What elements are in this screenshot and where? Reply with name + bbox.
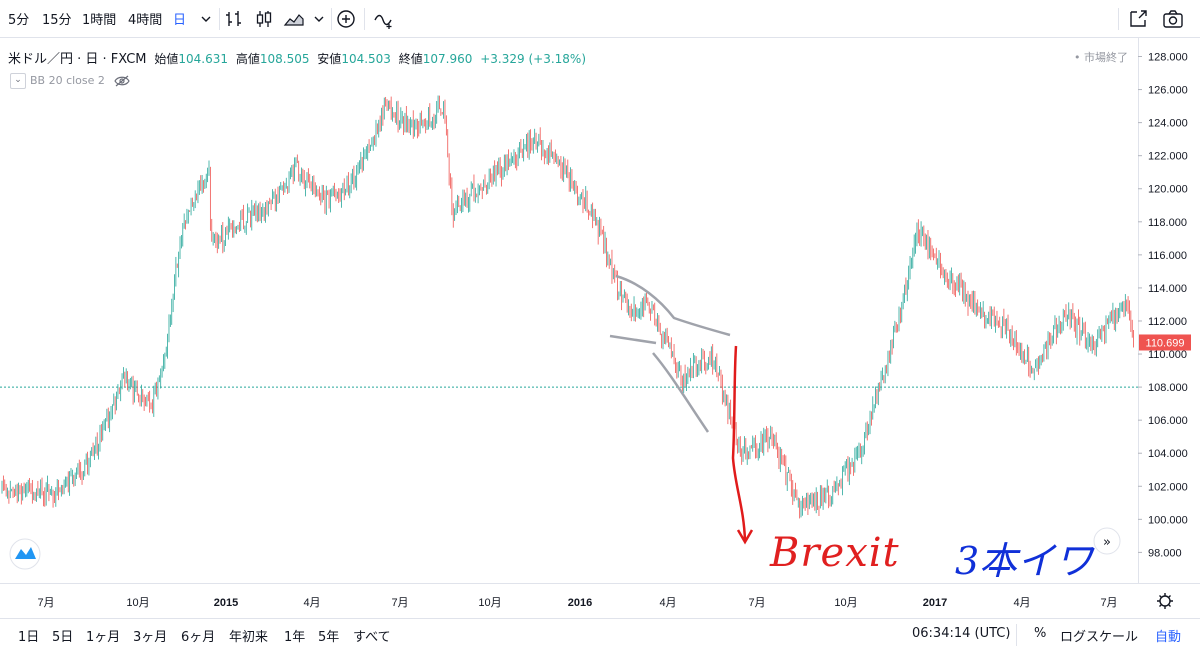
price-tick-label: 122.000: [1148, 151, 1188, 163]
price-tick-label: 110.000: [1148, 349, 1187, 361]
interval-15m[interactable]: 15分: [42, 13, 72, 28]
range-5d[interactable]: 5日: [52, 630, 74, 645]
toolbar-divider: [1118, 8, 1119, 30]
price-tick-label: 100.000: [1148, 514, 1188, 526]
svg-text:»: »: [1103, 535, 1111, 550]
market-status: • 市場終了: [1074, 51, 1128, 64]
change-value: +3.329 (+3.18%): [480, 52, 586, 66]
time-tick-label: 10月: [478, 597, 501, 609]
candles-chart-type-icon[interactable]: [252, 7, 276, 31]
toolbar-divider: [219, 8, 220, 30]
time-tick-label: 10月: [834, 597, 857, 609]
three-bars-annotation: 3本イワ: [955, 539, 1094, 583]
price-tick-label: 108.000: [1148, 382, 1188, 394]
time-tick-label: 4月: [303, 597, 320, 609]
bottom-toolbar: 1日 5日 1ヶ月 3ヶ月 6ヶ月 年初来 1年 5年 すべて 06:34:14…: [0, 618, 1200, 650]
chevron-down-icon[interactable]: [307, 7, 331, 31]
range-ytd[interactable]: 年初来: [229, 630, 269, 645]
high-label: 高値: [235, 52, 260, 66]
collapse-chevron-icon[interactable]: ⌄: [10, 73, 26, 89]
price-tick-label: 98.000: [1148, 547, 1182, 559]
price-tick-label: 104.000: [1148, 448, 1188, 460]
price-tick-label: 126.000: [1148, 85, 1188, 97]
price-tick-label: 114.000: [1148, 283, 1187, 295]
current-price-label: 110.699: [1146, 337, 1185, 349]
brexit-arrow: [731, 345, 754, 545]
range-3m[interactable]: 3ヶ月: [133, 630, 168, 645]
current-price-tag: 110.699: [1139, 334, 1191, 351]
time-tick-label: 2016: [568, 597, 592, 609]
camera-icon[interactable]: [1161, 7, 1185, 31]
auto-scale-toggle[interactable]: 自動: [1155, 630, 1182, 645]
top-toolbar: 5分 15分 1時間 4時間 日: [0, 0, 1200, 38]
price-tick-label: 102.000: [1148, 481, 1188, 493]
interval-daily[interactable]: 日: [173, 13, 187, 28]
range-1m[interactable]: 1ヶ月: [86, 630, 121, 645]
upper-wedge-line: [615, 274, 731, 337]
compare-icon[interactable]: [372, 7, 396, 31]
time-axis[interactable]: 7月 10月 2015 4月 7月 10月 2016 4月 7月 10月 2017 4月 7月: [0, 583, 1200, 610]
time-tick-label: 4月: [659, 597, 676, 609]
time-tick-label: 2017: [923, 597, 947, 609]
percent-toggle[interactable]: %: [1034, 626, 1047, 641]
symbol-title[interactable]: 米ドル／円 · 日 · FXCM: [8, 52, 147, 67]
price-axis[interactable]: 98.000 100.000 102.000 104.000 106.000 108.00…: [1138, 38, 1188, 583]
scroll-to-latest-button[interactable]: »: [1093, 527, 1121, 555]
candles: [1, 95, 1134, 519]
price-tick-label: 128.000: [1148, 52, 1188, 64]
high-value: 108.505: [259, 52, 310, 66]
range-1y[interactable]: 1年: [284, 630, 306, 645]
fullscreen-icon[interactable]: [1126, 7, 1150, 31]
time-tick-label: 7月: [748, 597, 765, 609]
lower-wedge-line: [609, 334, 657, 345]
chevron-down-icon[interactable]: [194, 7, 218, 31]
time-tick-label: 10月: [126, 597, 149, 609]
range-1d[interactable]: 1日: [18, 630, 40, 645]
price-tick-label: 106.000: [1148, 415, 1188, 427]
log-scale-toggle[interactable]: ログスケール: [1060, 630, 1139, 645]
tradingview-logo[interactable]: [9, 538, 41, 570]
close-label: 終値: [398, 52, 423, 66]
time-tick-label: 4月: [1013, 597, 1030, 609]
price-tick-label: 118.000: [1148, 217, 1187, 229]
indicator-label: BB 20 close 2: [30, 74, 105, 87]
low-label: 安値: [317, 52, 342, 66]
open-value: 104.631: [178, 52, 228, 66]
close-value: 107.960: [422, 52, 473, 66]
range-5y[interactable]: 5年: [318, 630, 340, 645]
settings-gear-icon[interactable]: [1157, 593, 1173, 609]
toolbar-divider: [1016, 624, 1017, 646]
trendline-drawings: [609, 274, 754, 545]
time-tick-label: 7月: [391, 597, 408, 609]
symbol-legend: 米ドル／円 · 日 · FXCM 始値104.631 高値108.505 安値1…: [8, 48, 586, 67]
time-tick-label: 7月: [1100, 597, 1117, 609]
clock[interactable]: 06:34:14 (UTC): [912, 626, 1011, 641]
toolbar-divider: [364, 8, 365, 30]
interval-1h[interactable]: 1時間: [82, 13, 117, 28]
indicator-legend[interactable]: ⌄ BB 20 close 2: [10, 73, 131, 89]
time-tick-label: 2015: [214, 597, 238, 609]
price-tick-label: 120.000: [1148, 184, 1188, 196]
time-tick-label: 7月: [37, 597, 54, 609]
price-tick-label: 124.000: [1148, 118, 1188, 130]
price-tick-label: 112.000: [1148, 316, 1187, 328]
toolbar-divider: [331, 8, 332, 30]
hidden-eye-icon[interactable]: [114, 75, 131, 87]
interval-5m[interactable]: 5分: [8, 13, 30, 28]
lower-trend-line: [652, 352, 710, 433]
range-all[interactable]: すべて: [353, 630, 391, 645]
add-indicator-icon[interactable]: [334, 7, 358, 31]
price-tick-label: 116.000: [1148, 250, 1187, 262]
low-value: 104.503: [341, 52, 391, 66]
area-chart-type-icon[interactable]: [282, 7, 306, 31]
range-6m[interactable]: 6ヶ月: [181, 630, 216, 645]
price-chart[interactable]: 98.000 100.000 102.000 104.000 106.000 108.00…: [0, 38, 1200, 618]
interval-4h[interactable]: 4時間: [128, 13, 163, 28]
bar-chart-type-icon[interactable]: [222, 7, 246, 31]
brexit-annotation: Brexit: [770, 530, 900, 576]
open-label: 始値: [154, 52, 179, 66]
